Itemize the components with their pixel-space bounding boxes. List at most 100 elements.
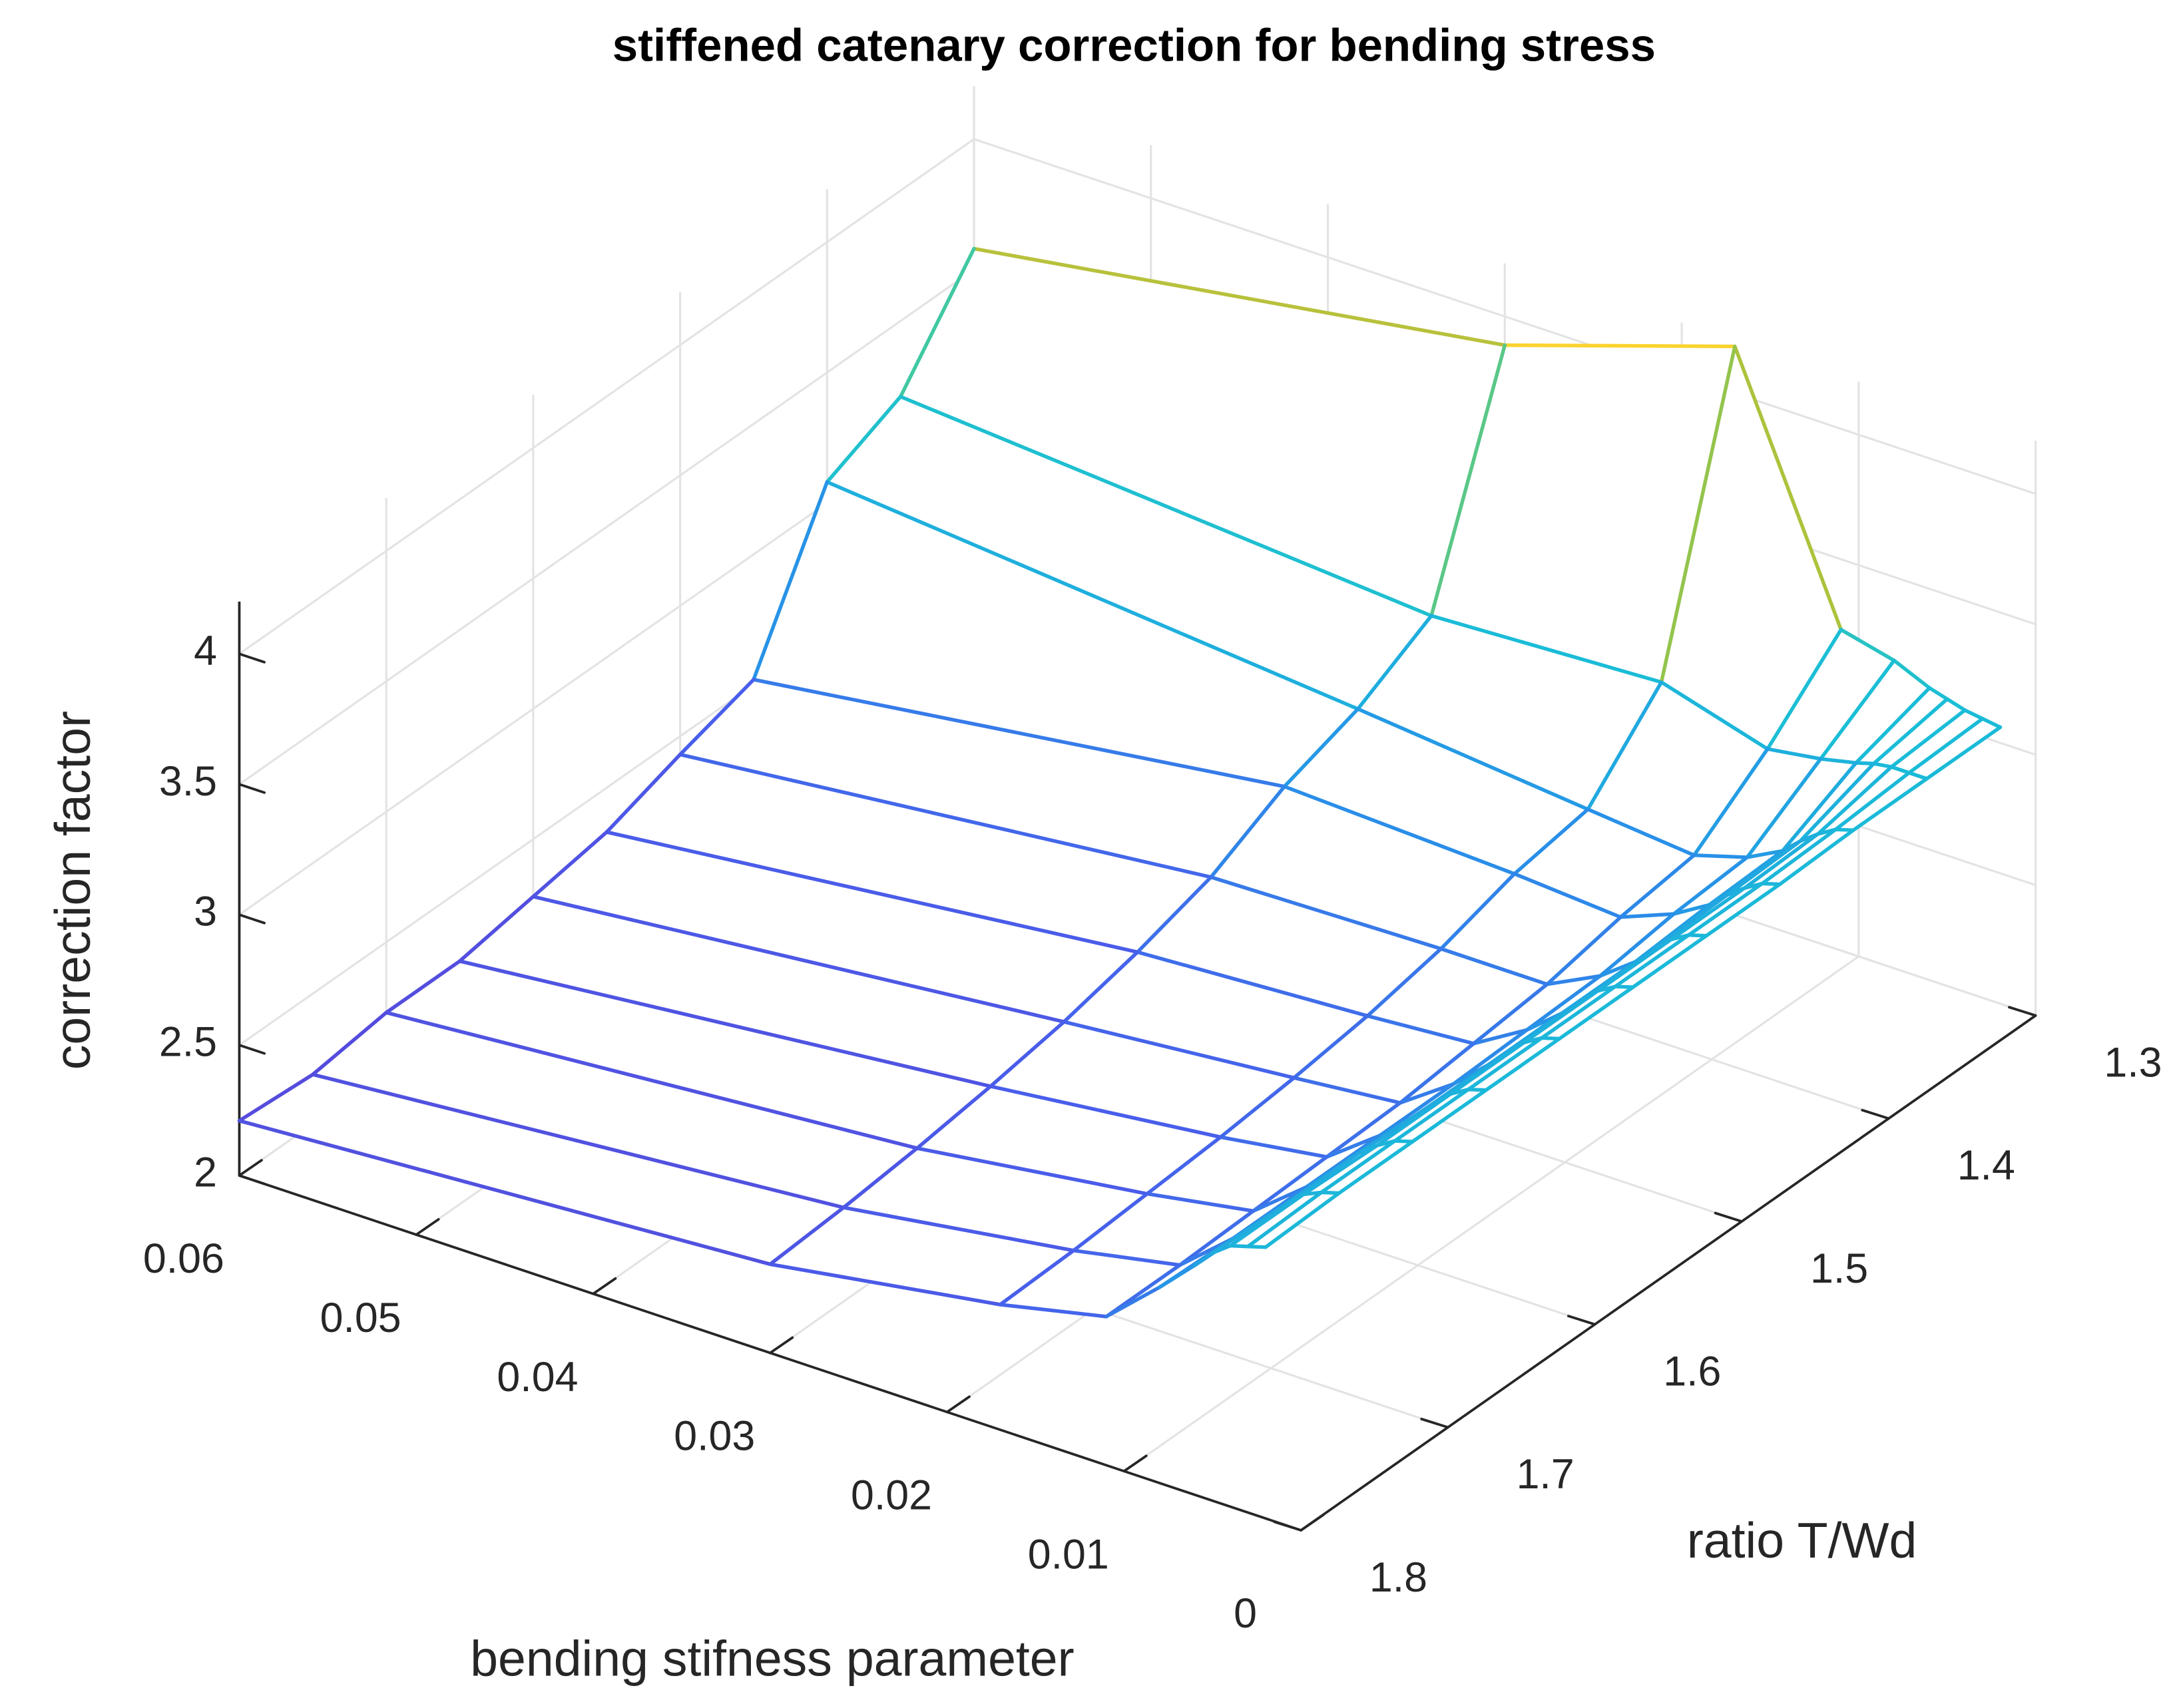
mesh-edge [1218,1076,1296,1140]
mesh-edge [1135,875,1213,955]
mesh-edge [1907,771,1929,781]
mesh-edge [1513,807,1590,876]
mesh-face [1782,763,1874,851]
mesh-edge [237,1119,772,1267]
y-tick [2008,1006,2037,1017]
mesh-edge [1686,881,1764,937]
mesh-face [990,1022,1294,1138]
y-tick-label: 1.7 [1517,1451,1574,1498]
mesh-edge [1892,658,1931,690]
mesh-edge [1889,765,1911,775]
mesh-edge [1145,1191,1256,1213]
mesh-edge [1651,893,1729,951]
mesh-edge [1595,937,1673,993]
mesh-face [900,248,1505,616]
mesh-edge [1471,982,1549,1046]
x-tick [1122,1454,1148,1473]
mesh-edge [1246,1190,1324,1249]
mesh-edge [384,959,462,1014]
mesh-edge [1513,872,1622,919]
mesh-edge [1320,1190,1341,1195]
mesh-edge [1525,974,1602,1032]
mesh-face [1000,1250,1180,1317]
mesh-edge [1839,628,1896,662]
mesh-edge [311,1010,388,1076]
mesh-edge [1302,1144,1379,1196]
mesh-face [1473,976,1600,1044]
mesh-edge [972,246,1507,347]
mesh-face [1284,709,1588,874]
mesh-edge [1707,849,1785,907]
mesh-edge [1209,875,1443,951]
mesh-edge [1365,1014,1476,1046]
z-tick [238,1174,266,1185]
mesh-face [1137,877,1441,1016]
mesh-edge [1375,1092,1453,1148]
mesh-edge [1218,1135,1329,1159]
mesh-face [1210,786,1515,949]
mesh-edge [768,1205,846,1267]
mesh-face [1180,1187,1307,1265]
mesh-edge [1733,344,1843,632]
mesh-edge [1745,757,1823,859]
y-tick [1273,1520,1303,1532]
mesh-edge [998,1248,1076,1307]
mesh-edge [311,1072,846,1209]
mesh-edge [825,480,1360,711]
x-tick-label: 0.05 [320,1295,401,1341]
mesh-edge [1778,828,1855,887]
mesh-edge [531,830,608,899]
mesh-edge [1833,771,1911,831]
mesh-edge [1586,680,1664,811]
mesh-edge [1357,1102,1435,1155]
y-tick [1861,1108,1890,1120]
mesh-face [680,679,1285,877]
mesh-face [1230,1192,1322,1247]
mesh-face [1294,1016,1474,1103]
mesh-edge [1209,784,1286,879]
mesh-face [1767,629,1895,759]
mesh-face [1620,855,1748,917]
mesh-edge [1704,882,1782,938]
mesh-edge [1871,761,1893,769]
mesh-edge [989,1020,1066,1088]
mesh-face [1064,952,1368,1078]
mesh-edge [1818,658,1896,761]
z-tick [238,1044,266,1055]
mesh-face [1395,1089,1487,1142]
mesh-face [1694,749,1821,857]
mesh-edge [1854,686,1931,765]
mesh-face [312,1012,917,1208]
mesh-edge [1545,915,1622,986]
mesh-edge [1586,807,1696,857]
mesh-edge [1337,1140,1415,1195]
x-tick [415,1218,440,1236]
mesh-edge [1981,717,2003,730]
mesh-edge [1178,1209,1256,1267]
mesh-face [1147,1137,1327,1211]
mesh-edge [1398,1042,1476,1105]
mesh-face [753,482,1358,787]
mesh-edge [842,1205,1076,1253]
mesh-face [1321,1141,1413,1193]
mesh-face [1762,829,1853,885]
mesh-face [1820,660,1930,763]
mesh-face [917,1086,1221,1194]
mesh-face [827,396,1431,710]
mesh-face [1073,1193,1254,1265]
z-tick-label: 3 [194,889,217,935]
mesh-edge [605,752,682,834]
mesh-edge [1631,934,1708,989]
mesh-edge [1816,765,1893,836]
mesh-edge [1522,989,1600,1044]
z-axis-label: correction factor [45,711,101,1070]
mesh-edge [678,752,1213,879]
mesh-edge [1264,1191,1341,1249]
mesh-face [1541,986,1633,1039]
y-axis [1300,1014,2037,1532]
mesh-edge [1104,1285,1162,1319]
mesh-edge [1355,614,1433,711]
mesh-face [1220,1078,1401,1158]
mesh-face [1909,718,2001,779]
